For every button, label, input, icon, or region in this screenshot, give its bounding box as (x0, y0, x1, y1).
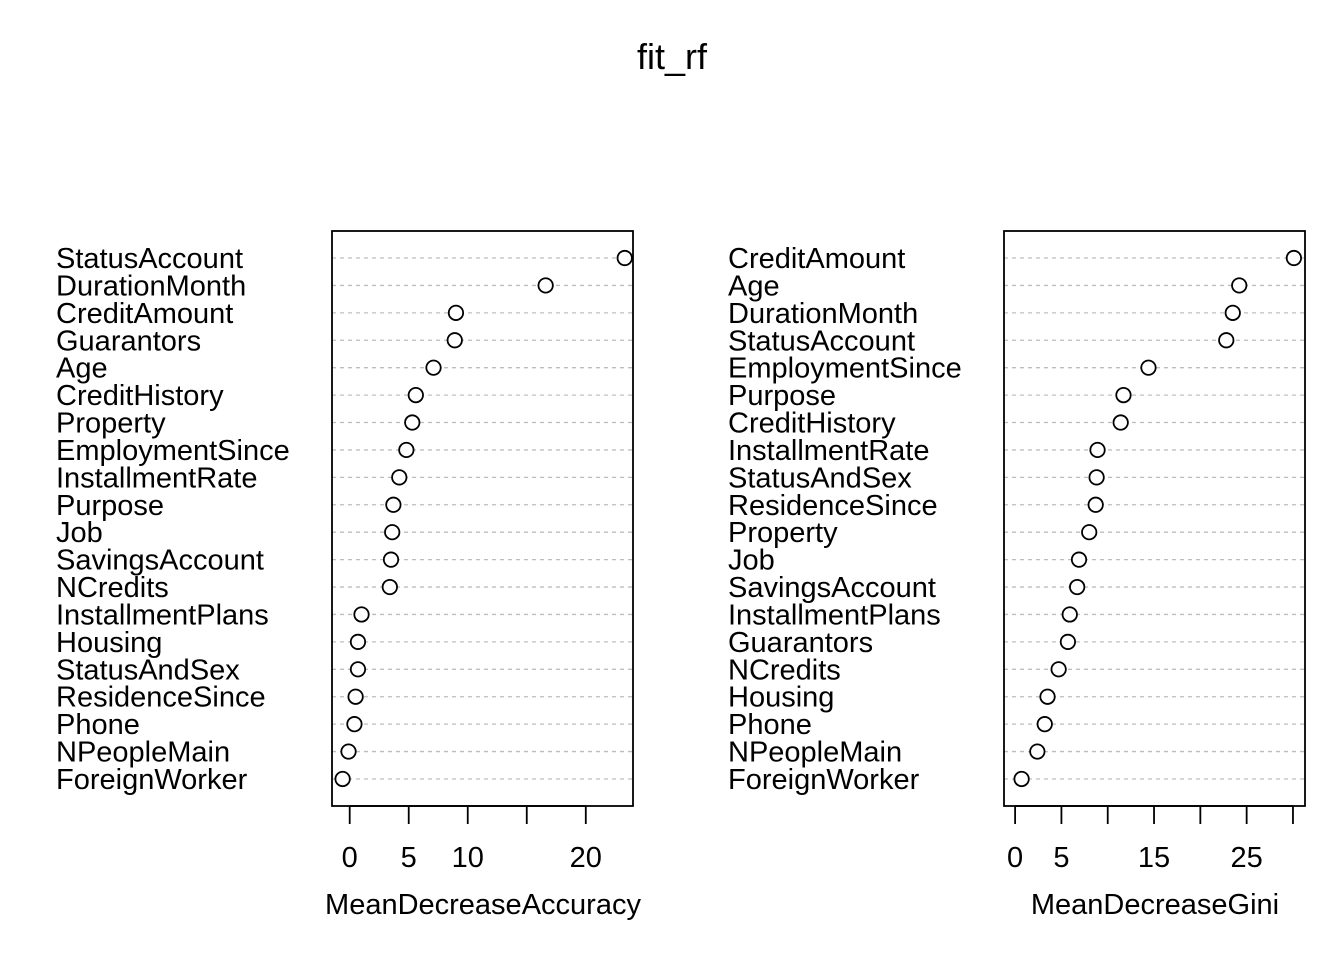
category-label: EmploymentSince (728, 353, 962, 385)
data-point (1087, 496, 1104, 513)
x-axis-label: MeanDecreaseGini (1031, 889, 1279, 921)
category-label: Age (728, 270, 780, 302)
category-label: InstallmentPlans (728, 599, 941, 631)
x-axis-label: MeanDecreaseAccuracy (325, 889, 641, 921)
data-point (1059, 633, 1077, 650)
category-label: DurationMonth (728, 298, 918, 330)
x-tick-label: 5 (401, 842, 417, 874)
category-label: CreditHistory (728, 408, 896, 440)
data-point (1029, 743, 1046, 760)
x-tick-label: 10 (452, 842, 484, 874)
data-point (447, 304, 465, 321)
category-label: Job (728, 545, 775, 577)
category-label: ResidenceSince (728, 490, 938, 522)
category-label: ForeignWorker (56, 764, 248, 796)
data-point (1224, 304, 1241, 321)
category-label: NPeopleMain (728, 737, 902, 769)
category-label: NCredits (56, 572, 169, 604)
data-point (1013, 770, 1030, 788)
x-tick-label: 25 (1231, 842, 1263, 874)
category-label: NPeopleMain (56, 737, 230, 769)
category-label: Job (56, 517, 103, 549)
category-label: Guarantors (728, 627, 873, 659)
data-point (349, 633, 367, 650)
data-point (1036, 716, 1053, 733)
data-point (340, 743, 357, 760)
data-point (346, 716, 363, 733)
category-label: DurationMonth (56, 270, 246, 302)
data-point (1112, 414, 1129, 431)
data-point (381, 578, 398, 596)
category-label: Purpose (728, 380, 836, 412)
data-point (425, 359, 442, 376)
chart-title: fit_rf (637, 36, 708, 77)
category-label: Property (56, 408, 166, 440)
data-point (404, 414, 421, 431)
data-point (1285, 249, 1302, 267)
category-label: EmploymentSince (56, 435, 290, 467)
category-label: CreditAmount (728, 243, 905, 275)
data-point (446, 332, 463, 349)
category-label: Guarantors (56, 325, 201, 357)
data-point (382, 551, 400, 568)
data-point (537, 277, 554, 294)
data-point (1081, 524, 1098, 541)
data-point (334, 770, 351, 788)
category-label: Phone (728, 709, 812, 741)
data-point (1050, 661, 1067, 678)
panel-1: StatusAccountDurationMonthCreditAmountGu… (56, 230, 641, 921)
category-label: CreditHistory (56, 380, 224, 412)
category-label: SavingsAccount (728, 572, 936, 604)
category-label: StatusAndSex (728, 462, 912, 494)
category-label: CreditAmount (56, 298, 233, 330)
category-label: ResidenceSince (56, 682, 266, 714)
category-label: Housing (56, 627, 162, 659)
category-label: Phone (56, 709, 140, 741)
data-point (1218, 332, 1235, 349)
data-point (1039, 688, 1056, 705)
data-point (1088, 469, 1105, 486)
data-point (1089, 441, 1106, 459)
data-point (1069, 578, 1086, 596)
category-label: NCredits (728, 654, 841, 686)
x-tick-label: 5 (1053, 842, 1069, 874)
data-point (407, 386, 424, 404)
data-point (353, 606, 370, 623)
data-point (384, 524, 401, 541)
data-point (347, 688, 364, 705)
x-tick-label: 0 (1007, 842, 1023, 874)
category-label: Property (728, 517, 838, 549)
data-point (616, 249, 633, 267)
data-point (385, 496, 402, 513)
category-label: SavingsAccount (56, 545, 264, 577)
data-point (1115, 386, 1132, 404)
category-label: ForeignWorker (728, 764, 920, 796)
x-tick-label: 0 (342, 842, 358, 874)
category-label: StatusAccount (728, 325, 915, 357)
panel-2: CreditAmountAgeDurationMonthStatusAccoun… (728, 230, 1306, 921)
x-tick-label: 20 (570, 842, 602, 874)
data-point (349, 661, 367, 678)
x-tick-label: 15 (1138, 842, 1170, 874)
data-point (1061, 606, 1078, 623)
category-label: Age (56, 353, 108, 385)
data-point (1140, 359, 1157, 376)
plot-frame (331, 230, 634, 807)
data-point (1231, 277, 1248, 294)
category-label: InstallmentRate (728, 435, 930, 467)
category-label: Housing (728, 682, 834, 714)
category-label: InstallmentPlans (56, 599, 269, 631)
data-point (1070, 551, 1088, 568)
category-label: Purpose (56, 490, 164, 522)
data-point (391, 469, 408, 486)
category-label: InstallmentRate (56, 462, 258, 494)
data-point (398, 441, 415, 459)
category-label: StatusAndSex (56, 654, 240, 686)
category-label: StatusAccount (56, 243, 243, 275)
